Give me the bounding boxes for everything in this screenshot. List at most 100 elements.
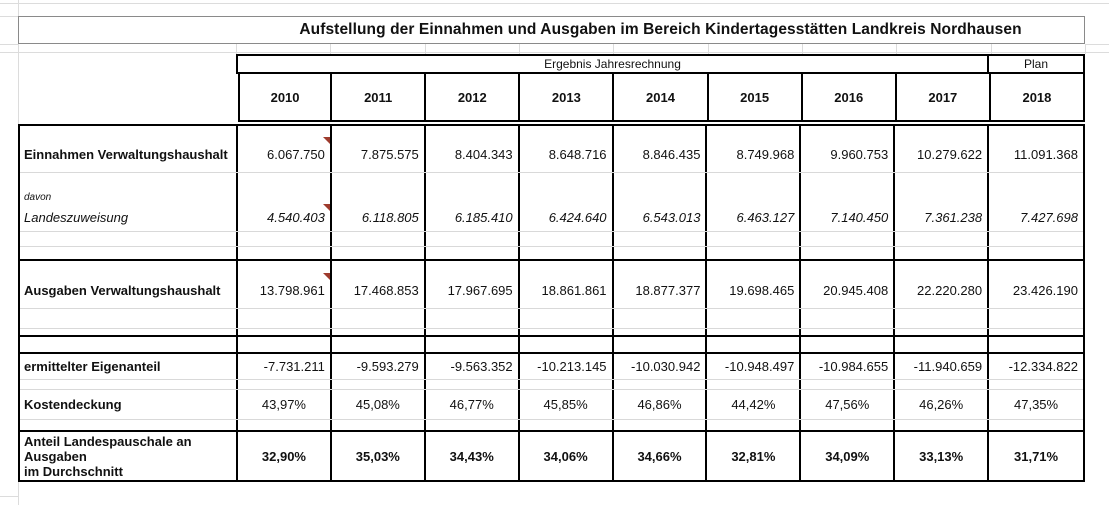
cell-landeszuweisung-2016[interactable]: 7.140.450: [801, 204, 896, 231]
cell-anteil-landespauschale-2016[interactable]: 34,09%: [801, 432, 896, 480]
spacer-cell[interactable]: [801, 247, 896, 259]
spacer-cell[interactable]: [520, 232, 614, 246]
cell-landeszuweisung-2017[interactable]: 7.361.238: [895, 204, 990, 231]
spacer-cell[interactable]: [707, 420, 802, 430]
spacer-cell[interactable]: [238, 126, 332, 137]
spacer-cell[interactable]: [332, 309, 426, 328]
cell-ermittelter-eigenanteil-2015[interactable]: -10.948.497: [707, 354, 802, 379]
year-header-2017[interactable]: 2017: [896, 74, 991, 122]
spacer-cell[interactable]: [426, 380, 520, 389]
cell-einnahmen-verwaltungshaushalt-2017[interactable]: 10.279.622: [895, 137, 990, 172]
spacer-cell[interactable]: [895, 261, 990, 273]
spacer-cell[interactable]: [989, 337, 1083, 352]
year-header-2012[interactable]: 2012: [426, 74, 521, 122]
spacer-label-cell[interactable]: [20, 420, 238, 430]
cell-anteil-landespauschale-2015[interactable]: 32,81%: [707, 432, 802, 480]
cell-ausgaben-verwaltungshaushalt-2015[interactable]: 19.698.465: [707, 273, 802, 308]
spacer-cell[interactable]: [614, 380, 708, 389]
cell-kostendeckung-2012[interactable]: 46,77%: [426, 390, 520, 419]
cell-ausgaben-verwaltungshaushalt-2010[interactable]: 13.798.961: [238, 273, 332, 308]
spacer-cell[interactable]: [801, 232, 896, 246]
cell-kostendeckung-2010[interactable]: 43,97%: [238, 390, 332, 419]
cell-ausgaben-verwaltungshaushalt-2013[interactable]: 18.861.861: [520, 273, 614, 308]
cell-anteil-landespauschale-2011[interactable]: 35,03%: [332, 432, 426, 480]
cell-einnahmen-verwaltungshaushalt-2013[interactable]: 8.648.716: [520, 137, 614, 172]
spacer-cell[interactable]: [895, 329, 990, 335]
spacer-label-cell[interactable]: [20, 232, 238, 246]
cell-anteil-landespauschale-2014[interactable]: 34,66%: [614, 432, 708, 480]
year-header-2014[interactable]: 2014: [614, 74, 709, 122]
cell-ermittelter-eigenanteil-2016[interactable]: -10.984.655: [801, 354, 896, 379]
spacer-cell[interactable]: [426, 309, 520, 328]
spacer-cell[interactable]: [238, 337, 332, 352]
spacer-cell[interactable]: [801, 337, 896, 352]
cell-ermittelter-eigenanteil-2012[interactable]: -9.563.352: [426, 354, 520, 379]
spacer-cell[interactable]: [895, 247, 990, 259]
row-label-ermittelter-eigenanteil[interactable]: ermittelter Eigenanteil: [20, 354, 238, 379]
cell-einnahmen-verwaltungshaushalt-2018[interactable]: 11.091.368: [1013, 147, 1078, 162]
spacer-cell[interactable]: [426, 420, 520, 430]
row-label-ausgaben-verwaltungshaushalt[interactable]: Ausgaben Verwaltungshaushalt: [20, 273, 238, 308]
cell-davon-2016[interactable]: [801, 188, 896, 204]
cell-landeszuweisung-2011[interactable]: 6.118.805: [332, 204, 426, 231]
cell-ermittelter-eigenanteil-2017[interactable]: -11.940.659: [895, 354, 990, 379]
spacer-cell[interactable]: [238, 247, 332, 259]
cell-davon-2011[interactable]: [332, 188, 426, 204]
spacer-cell[interactable]: [238, 329, 332, 335]
spacer-label-cell[interactable]: [20, 126, 238, 137]
title-cell[interactable]: Aufstellung der Einnahmen und Ausgaben i…: [18, 16, 1085, 44]
header-ergebnis-cell[interactable]: Ergebnis Jahresrechnung: [236, 54, 989, 74]
spacer-cell[interactable]: [989, 420, 1083, 430]
cell-kostendeckung-2011[interactable]: 45,08%: [332, 390, 426, 419]
spacer-label-cell[interactable]: [20, 380, 238, 389]
cell-landeszuweisung-2018[interactable]: 7.427.698: [1020, 210, 1078, 225]
year-header-2013[interactable]: 2013: [520, 74, 615, 122]
spacer-cell[interactable]: [332, 247, 426, 259]
row-label-landeszuweisung[interactable]: Landeszuweisung: [20, 204, 238, 231]
cell-davon-2014[interactable]: [614, 188, 708, 204]
spacer-cell[interactable]: [426, 247, 520, 259]
cell-ermittelter-eigenanteil-2011[interactable]: -9.593.279: [332, 354, 426, 379]
spacer-cell[interactable]: [801, 173, 896, 188]
spacer-cell[interactable]: [707, 126, 802, 137]
spacer-label-cell[interactable]: [20, 329, 238, 335]
cell-ausgaben-verwaltungshaushalt-2017[interactable]: 22.220.280: [895, 273, 990, 308]
spacer-cell[interactable]: [426, 261, 520, 273]
spacer-cell[interactable]: [426, 337, 520, 352]
year-header-2011[interactable]: 2011: [332, 74, 427, 122]
cell-davon-2012[interactable]: [426, 188, 520, 204]
spacer-cell[interactable]: [614, 173, 708, 188]
cell-davon-2015[interactable]: [707, 188, 802, 204]
spacer-cell[interactable]: [614, 247, 708, 259]
spacer-cell[interactable]: [238, 420, 332, 430]
spacer-cell[interactable]: [707, 261, 802, 273]
cell-davon-2018[interactable]: [989, 188, 1083, 204]
cell-landeszuweisung-2010[interactable]: 4.540.403: [238, 204, 332, 231]
spacer-cell[interactable]: [332, 232, 426, 246]
cell-einnahmen-verwaltungshaushalt-2010[interactable]: 6.067.750: [238, 137, 332, 172]
spacer-cell[interactable]: [895, 420, 990, 430]
row-label-einnahmen-verwaltungshaushalt[interactable]: Einnahmen Verwaltungshaushalt: [20, 137, 238, 172]
spacer-cell[interactable]: [520, 329, 614, 335]
cell-ermittelter-eigenanteil-2018[interactable]: -12.334.822: [1008, 359, 1078, 374]
spacer-cell[interactable]: [707, 247, 802, 259]
header-plan-cell[interactable]: Plan: [989, 54, 1085, 74]
spacer-cell[interactable]: [989, 247, 1083, 259]
cell-ausgaben-verwaltungshaushalt-2012[interactable]: 17.967.695: [426, 273, 520, 308]
spacer-label-cell[interactable]: [20, 309, 238, 328]
cell-davon-2013[interactable]: [520, 188, 614, 204]
spacer-cell[interactable]: [989, 126, 1083, 137]
spacer-cell[interactable]: [520, 337, 614, 352]
cell-kostendeckung-2017[interactable]: 46,26%: [895, 390, 990, 419]
cell-anteil-landespauschale-2010[interactable]: 32,90%: [238, 432, 332, 480]
spacer-cell[interactable]: [332, 329, 426, 335]
spacer-cell[interactable]: [614, 309, 708, 328]
cell-einnahmen-verwaltungshaushalt-2011[interactable]: 7.875.575: [332, 137, 426, 172]
spacer-cell[interactable]: [332, 261, 426, 273]
cell-kostendeckung-2013[interactable]: 45,85%: [520, 390, 614, 419]
spacer-cell[interactable]: [801, 126, 896, 137]
spacer-cell[interactable]: [895, 232, 990, 246]
spacer-cell[interactable]: [332, 337, 426, 352]
spacer-cell[interactable]: [614, 329, 708, 335]
cell-ermittelter-eigenanteil-2014[interactable]: -10.030.942: [614, 354, 708, 379]
